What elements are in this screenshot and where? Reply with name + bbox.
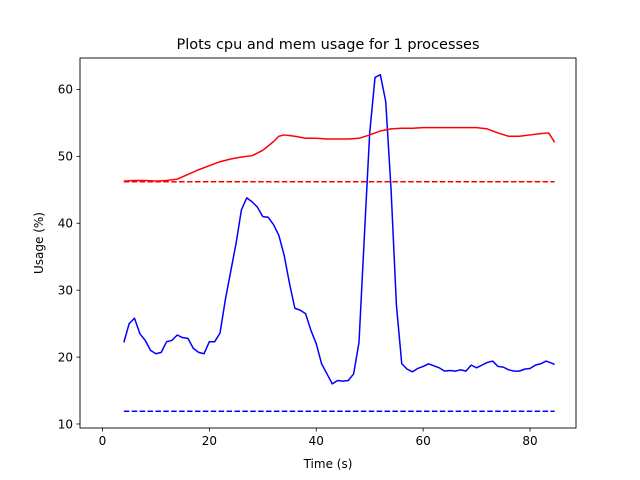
y-tick-label: 60: [58, 83, 73, 97]
y-tick-label: 50: [58, 150, 73, 164]
x-tick-label: 60: [415, 434, 430, 448]
y-axis: 10 20 30 40 50 60: [58, 83, 80, 431]
plot-area: [79, 57, 577, 429]
x-axis-label: Time (s): [303, 457, 353, 471]
y-tick-label: 30: [58, 283, 73, 297]
x-tick-label: 0: [99, 434, 107, 448]
chart-title: Plots cpu and mem usage for 1 processes: [176, 37, 479, 53]
plot-frame: [79, 57, 577, 429]
series-layer: [123, 73, 556, 413]
x-tick-label: 40: [309, 434, 324, 448]
series-line-1: [123, 73, 555, 385]
x-tick-label: 20: [202, 434, 217, 448]
y-tick-label: 40: [58, 217, 73, 231]
y-tick-label: 20: [58, 350, 73, 364]
y-tick-label: 10: [58, 417, 73, 431]
y-axis-label: Usage (%): [32, 212, 46, 274]
x-tick-label: 80: [522, 434, 537, 448]
series-line-2: [123, 126, 556, 182]
x-axis: 0 20 40 60 80: [99, 428, 538, 448]
